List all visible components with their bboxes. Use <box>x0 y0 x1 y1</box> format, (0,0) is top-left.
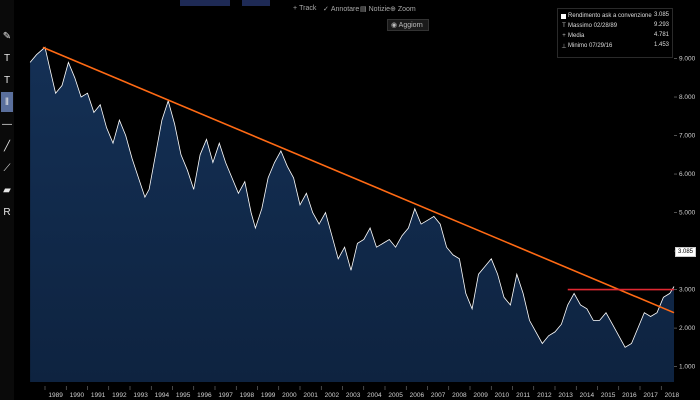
legend-value: 1.453 <box>653 42 669 48</box>
horizontal-line-tool[interactable]: — <box>2 118 12 130</box>
legend-value: 4.781 <box>653 32 669 38</box>
menu-news[interactable]: ▤ Notizie <box>360 6 391 13</box>
legend-marker-icon: T <box>562 23 566 29</box>
x-tick-label: 2012 <box>537 392 552 399</box>
x-tick-label: 1993 <box>133 392 148 399</box>
zoom-icon: ⊕ <box>390 6 396 13</box>
x-tick-label: 1995 <box>176 392 191 399</box>
refresh-button[interactable]: ◉ Aggiorn <box>387 19 429 31</box>
legend-row: Rendimento ask a convenzione 3.085 <box>561 12 669 20</box>
legend-marker-icon: ⊥ <box>561 43 567 50</box>
x-tick-label: 2017 <box>643 392 658 399</box>
x-tick-label: 1997 <box>218 392 233 399</box>
chart-legend: Rendimento ask a convenzione 3.085 T Massim… <box>557 8 673 58</box>
legend-label: Massimo 02/28/89 <box>568 23 618 29</box>
channel-tool[interactable]: ▰ <box>3 184 11 196</box>
y-tick-label: 7.000 <box>679 133 696 140</box>
x-tick-label: 1991 <box>91 392 106 399</box>
last-value-tag: 3.085 <box>675 247 697 257</box>
y-tick-label: 1.000 <box>679 364 696 371</box>
curve-tool[interactable]: ⟋ <box>3 162 11 174</box>
x-tick-label: 2014 <box>580 392 595 399</box>
x-tick-label: 2018 <box>665 392 680 399</box>
text-percent-tool[interactable]: T <box>3 52 11 64</box>
crosshair-icon: + <box>293 5 298 12</box>
series-swatch-icon <box>561 13 566 19</box>
y-tick-label: 8.000 <box>679 94 696 101</box>
yield-series-line <box>29 46 675 348</box>
y-tick-label: 2.000 <box>679 325 696 332</box>
x-tick-label: 2009 <box>473 392 488 399</box>
y-tick-label: 3.000 <box>679 287 696 294</box>
x-tick-label: 1989 <box>48 392 63 399</box>
legend-label: Minimo 07/29/16 <box>568 43 613 49</box>
menu-zoom[interactable]: ⊕ Zoom <box>390 6 416 13</box>
x-tick-label: 2002 <box>325 392 340 399</box>
x-tick-label: 1996 <box>197 392 212 399</box>
y-tick-label: 5.000 <box>679 210 696 217</box>
yield-chart: 9.0008.0007.0006.0005.0004.0003.0002.000… <box>29 46 696 399</box>
legend-value: 3.085 <box>653 12 669 18</box>
legend-label: Media <box>568 33 585 39</box>
x-tick-label: 2008 <box>452 392 467 399</box>
annotate-icon: ✓ <box>323 6 329 13</box>
y-tick-label: 9.000 <box>679 56 696 63</box>
legend-marker-icon: + <box>562 33 566 39</box>
y-tick-label: 6.000 <box>679 171 696 178</box>
x-tick-label: 2013 <box>558 392 573 399</box>
top-tab-button-2[interactable] <box>242 0 270 6</box>
top-tab-button-1[interactable] <box>180 0 230 6</box>
x-tick-label: 2015 <box>601 392 616 399</box>
x-tick-label: 1998 <box>240 392 255 399</box>
legend-value: 9.293 <box>653 22 669 28</box>
x-tick-label: 2001 <box>303 392 318 399</box>
x-tick-label: 2000 <box>282 392 297 399</box>
x-tick-label: 2007 <box>431 392 446 399</box>
drawing-toolbar: ✎ T T ‖ — ╱ ⟋ ▰ R <box>0 0 14 400</box>
menu-annotate[interactable]: ✓ Annotare <box>323 6 360 13</box>
x-tick-label: 1999 <box>261 392 276 399</box>
legend-row: + Media 4.781 <box>561 32 669 40</box>
trend-line[interactable] <box>42 46 675 314</box>
x-tick-label: 2011 <box>516 392 530 399</box>
trend-line-tool[interactable]: ╱ <box>3 140 11 152</box>
regression-tool[interactable]: R <box>3 206 11 218</box>
legend-row: T Massimo 02/28/89 9.293 <box>561 22 669 30</box>
refresh-icon: ◉ <box>391 22 398 29</box>
x-tick-label: 1992 <box>112 392 127 399</box>
news-icon: ▤ <box>360 6 367 13</box>
x-tick-label: 1990 <box>70 392 85 399</box>
x-tick-label: 2006 <box>410 392 425 399</box>
x-tick-label: 1994 <box>155 392 170 399</box>
menu-track[interactable]: + Track <box>293 5 317 12</box>
x-tick-label: 2004 <box>367 392 382 399</box>
legend-row: ⊥ Minimo 07/29/16 1.453 <box>561 42 669 50</box>
x-tick-label: 2016 <box>622 392 637 399</box>
x-tick-label: 2003 <box>346 392 361 399</box>
fibonacci-tool[interactable]: ‖ <box>1 92 13 112</box>
yield-area-fill <box>30 47 675 383</box>
legend-label: Rendimento ask a convenzione <box>568 13 652 19</box>
x-tick-label: 2005 <box>388 392 403 399</box>
text-dollar-tool[interactable]: T <box>3 74 11 86</box>
x-tick-label: 2010 <box>495 392 510 399</box>
pencil-tool[interactable]: ✎ <box>2 30 12 42</box>
top-bar <box>14 0 700 8</box>
